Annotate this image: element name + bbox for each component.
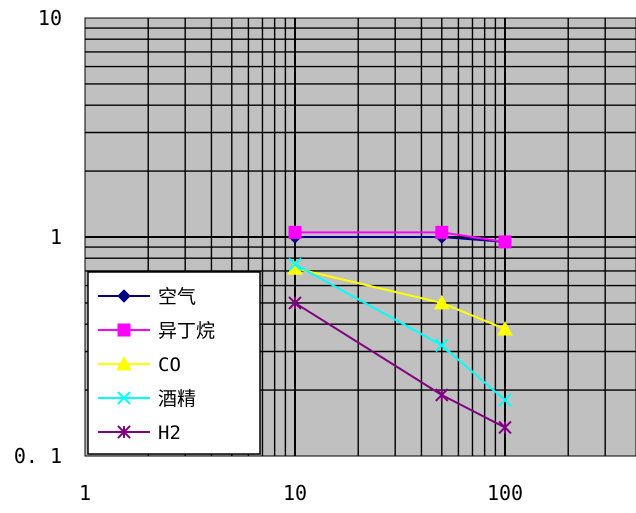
series-3 bbox=[288, 257, 512, 407]
triangle-marker bbox=[497, 320, 513, 336]
legend-box bbox=[87, 271, 261, 455]
x-tick-label: 100 bbox=[487, 481, 523, 505]
series-2 bbox=[287, 260, 513, 336]
axis-labels: 1 10 100 10 1 0. 1 bbox=[14, 6, 523, 505]
y-tick-label: 0. 1 bbox=[14, 444, 62, 468]
legend-label: 异丁烷 bbox=[158, 320, 215, 342]
legend-label: 酒精 bbox=[158, 388, 196, 410]
square-marker bbox=[117, 323, 131, 337]
x-marker bbox=[498, 393, 512, 407]
series-4 bbox=[288, 296, 512, 435]
legend-label: 空气 bbox=[158, 286, 196, 308]
triangle-marker bbox=[433, 294, 450, 310]
legend-label: H2 bbox=[158, 422, 181, 444]
y-tick-label: 1 bbox=[50, 225, 62, 249]
y-tick-label: 10 bbox=[38, 6, 62, 30]
x-tick-label: 1 bbox=[79, 481, 91, 505]
legend-label: CO bbox=[158, 354, 181, 376]
series-1 bbox=[288, 225, 512, 249]
x-marker bbox=[117, 391, 131, 405]
series-layer bbox=[287, 225, 513, 435]
x-marker bbox=[435, 338, 449, 353]
square-marker bbox=[288, 225, 302, 239]
square-marker bbox=[435, 225, 449, 239]
x-marker bbox=[288, 257, 302, 272]
x-tick-label: 10 bbox=[283, 481, 307, 505]
diamond-marker bbox=[117, 289, 131, 303]
square-marker bbox=[498, 235, 512, 249]
triangle-marker bbox=[116, 355, 132, 371]
